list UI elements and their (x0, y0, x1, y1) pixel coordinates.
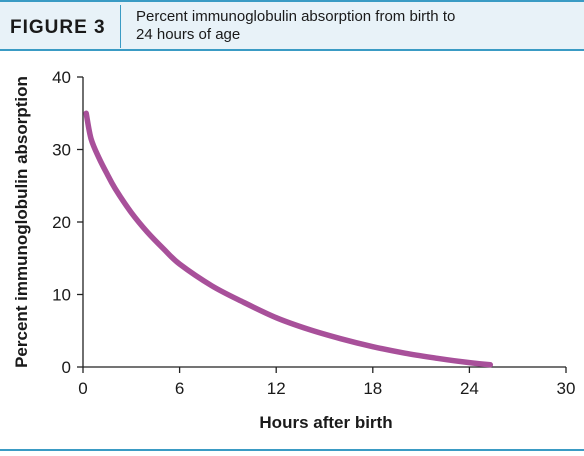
bottom-rule (0, 449, 584, 451)
figure-title-line-1: Percent immunoglobulin absorption from b… (136, 8, 456, 25)
x-tick-label: 6 (175, 379, 184, 398)
figure-title-line-2: 24 hours of age (136, 26, 241, 43)
y-tick-label: 0 (62, 358, 71, 377)
x-tick-label: 18 (363, 379, 382, 398)
x-tick-label: 24 (460, 379, 479, 398)
x-axis-title: Hours after birth (259, 413, 392, 432)
series-line (83, 110, 494, 368)
figure-header: FIGURE 3 Percent immunoglobulin absorpti… (0, 0, 584, 51)
y-axis-title: Percent immunoglobulin absorption (12, 76, 31, 368)
header-divider (120, 5, 121, 48)
x-tick-label: 30 (557, 379, 576, 398)
chart-plot-area (83, 110, 494, 368)
y-tick-label: 40 (52, 68, 71, 87)
y-tick-label: 20 (52, 213, 71, 232)
x-tick-label: 12 (267, 379, 286, 398)
chart-axes: 0 6 12 18 24 30 0 10 20 30 40 (52, 68, 575, 398)
y-tick-label: 10 (52, 286, 71, 305)
figure-title: Percent immunoglobulin absorption from b… (136, 8, 576, 44)
y-tick-label: 30 (52, 141, 71, 160)
x-tick-label: 0 (78, 379, 87, 398)
figure-label: FIGURE 3 (10, 17, 106, 38)
